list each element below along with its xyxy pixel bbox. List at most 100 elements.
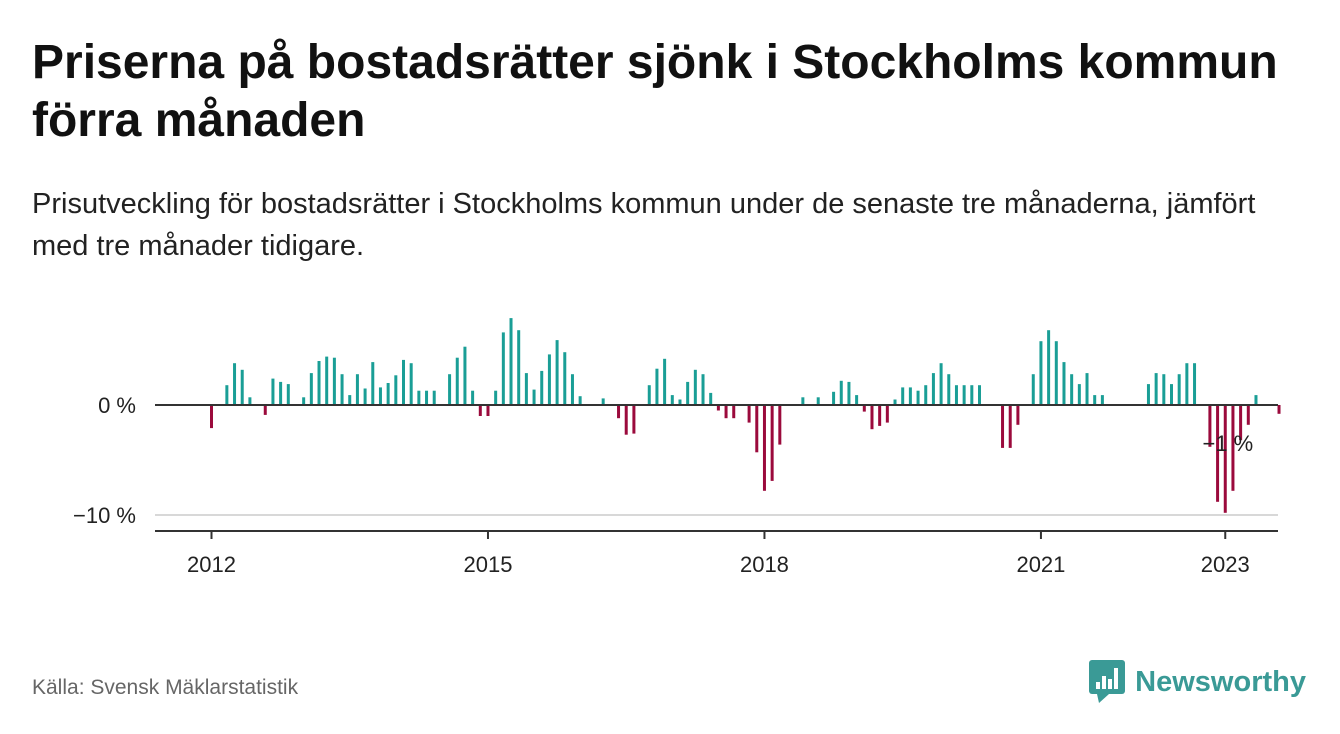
chart-subtitle: Prisutveckling för bostadsrätter i Stock…	[32, 188, 1256, 262]
y-tick-label: 0 %	[98, 393, 136, 418]
bar	[762, 405, 766, 491]
bar	[1185, 363, 1189, 405]
bar	[302, 397, 306, 405]
bar	[709, 392, 713, 405]
bar	[954, 385, 958, 405]
bar	[970, 385, 974, 405]
bar	[1208, 405, 1212, 447]
bar	[1162, 374, 1166, 405]
bar	[486, 405, 490, 416]
bar	[862, 405, 866, 412]
bar	[939, 363, 943, 405]
bar	[885, 405, 889, 423]
bar	[1093, 395, 1097, 405]
bar	[931, 373, 935, 405]
bar	[386, 383, 390, 405]
bar	[1100, 395, 1104, 405]
bar	[908, 387, 912, 405]
bar	[363, 388, 367, 405]
bar	[1031, 374, 1035, 405]
bar	[371, 362, 375, 405]
source-note: Källa: Svensk Mäklarstatistik	[32, 676, 299, 699]
bar	[693, 369, 697, 405]
bar	[501, 332, 505, 405]
bar	[348, 395, 352, 405]
bar	[1239, 405, 1243, 441]
bar	[601, 398, 605, 405]
bar	[855, 395, 859, 405]
bar	[1223, 405, 1227, 513]
bar	[1039, 341, 1043, 405]
bar	[1016, 405, 1020, 425]
bar	[924, 385, 928, 405]
bar	[402, 359, 405, 405]
brand-logo[interactable]: Newsworthy	[1089, 660, 1306, 704]
y-tick-label: −10 %	[73, 503, 136, 528]
bar	[448, 374, 452, 405]
bar	[1231, 405, 1235, 491]
bar	[1254, 395, 1258, 405]
chart-title: Priserna på bostadsrätter sjönk i Stockh…	[32, 36, 1278, 147]
bar	[524, 373, 528, 405]
bar	[248, 397, 252, 405]
bar	[409, 363, 413, 405]
bar	[847, 381, 851, 405]
bar	[532, 389, 536, 405]
bar	[1077, 384, 1081, 405]
bar	[839, 380, 843, 405]
bar	[893, 399, 897, 405]
bar	[655, 368, 659, 405]
bar	[378, 387, 382, 405]
bar	[325, 356, 329, 405]
bar	[425, 390, 429, 405]
bar	[340, 374, 344, 405]
bar	[394, 375, 398, 405]
x-tick-label: 2015	[464, 552, 513, 577]
bar	[801, 397, 805, 405]
x-axis: 2012 2015 2018 2021 2023	[155, 530, 1278, 577]
bar	[747, 405, 751, 423]
bar	[1054, 341, 1058, 405]
bar	[478, 405, 482, 416]
bar	[647, 385, 651, 405]
bar	[1146, 384, 1150, 405]
bar	[286, 384, 290, 405]
bar	[279, 381, 283, 405]
bar	[1216, 405, 1220, 502]
y-axis-labels: 0 % −10 %	[73, 393, 136, 528]
bar	[309, 373, 313, 405]
bar	[417, 390, 421, 405]
bar	[1008, 405, 1012, 448]
bar	[332, 357, 336, 405]
bar	[624, 405, 628, 435]
bar-chart: 0 % −10 % 2012 2015 2018 2021 2023 −1 %	[73, 318, 1281, 577]
bar	[555, 340, 559, 405]
bar	[1154, 373, 1158, 405]
bar	[663, 358, 667, 405]
bar	[271, 378, 275, 405]
bar	[233, 363, 237, 405]
bar	[724, 405, 728, 419]
bar	[1047, 330, 1051, 405]
bar	[263, 405, 267, 415]
x-tick-label: 2012	[187, 552, 236, 577]
bar	[832, 391, 836, 405]
bar	[471, 390, 475, 405]
bar	[716, 405, 720, 411]
bar	[778, 405, 782, 445]
bar	[870, 405, 874, 430]
bar	[670, 395, 674, 405]
bar	[916, 390, 920, 405]
newsworthy-logo-icon	[1089, 660, 1126, 703]
bar	[240, 369, 244, 405]
bar	[901, 387, 905, 405]
bar	[1170, 384, 1173, 405]
x-tick-label: 2023	[1201, 552, 1250, 577]
bar	[686, 381, 690, 405]
bar	[755, 405, 759, 453]
bar	[509, 318, 513, 405]
bar	[978, 385, 981, 405]
bar	[432, 390, 436, 405]
bar	[878, 405, 882, 426]
bar	[1001, 405, 1005, 448]
